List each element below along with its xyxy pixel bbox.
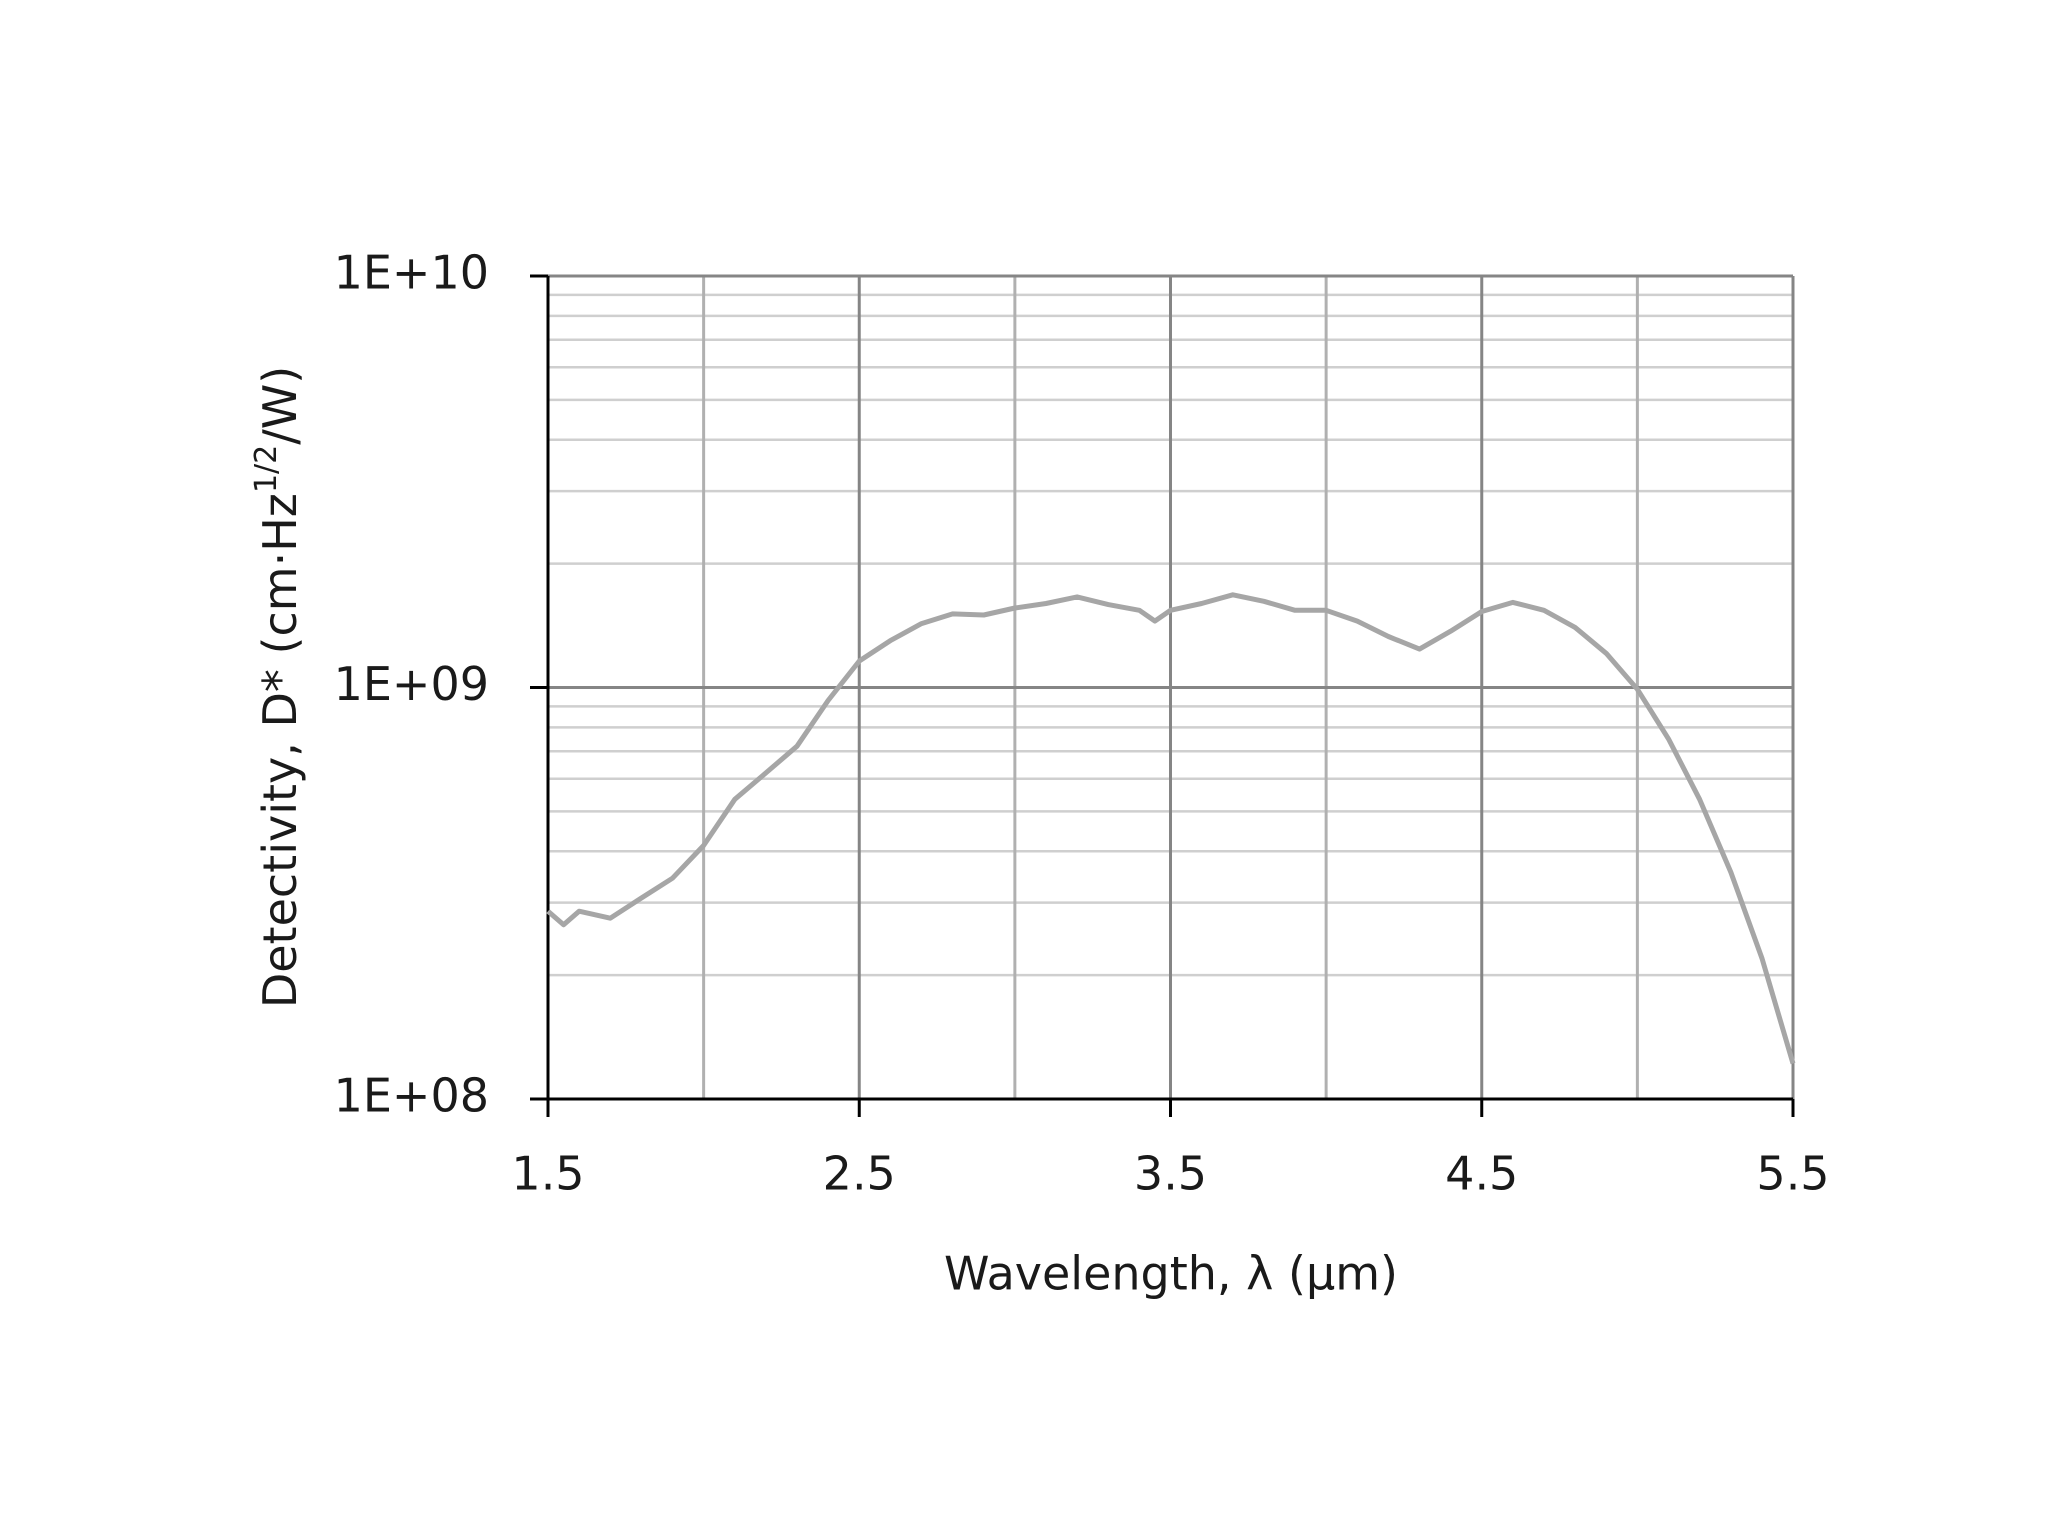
x-tick-label: 1.5 <box>511 1147 584 1201</box>
y-tick-label: 1E+10 <box>334 246 489 300</box>
y-axis-title-main: Detectivity, D* (cm·Hz <box>253 493 307 1008</box>
x-axis-title: Wavelength, λ (µm) <box>944 1247 1398 1301</box>
y-axis-title-sup: 1/2 <box>249 445 284 493</box>
x-tick-label: 4.5 <box>1445 1147 1518 1201</box>
data-line <box>546 592 1796 1065</box>
y-axis-title: Detectivity, D* (cm·Hz1/2/W) <box>249 366 307 1008</box>
y-tick-label: 1E+09 <box>334 657 489 711</box>
x-tick-label: 5.5 <box>1756 1147 1829 1201</box>
y-tick-label: 1E+08 <box>334 1069 489 1123</box>
x-tick-label: 2.5 <box>823 1147 896 1201</box>
y-axis-title-end: /W) <box>253 366 307 445</box>
x-tick-label: 3.5 <box>1134 1147 1207 1201</box>
